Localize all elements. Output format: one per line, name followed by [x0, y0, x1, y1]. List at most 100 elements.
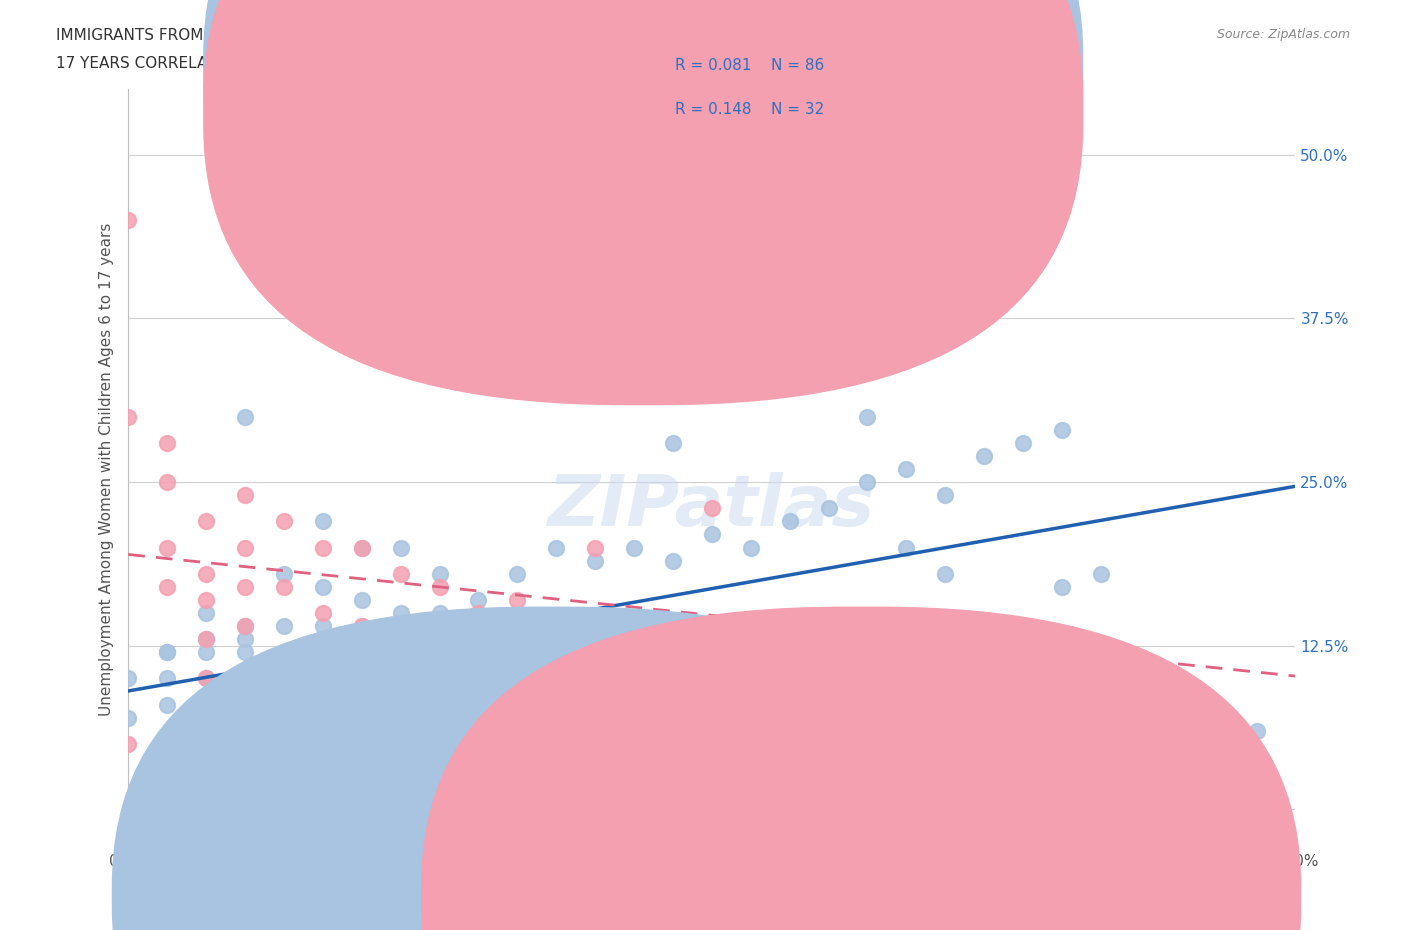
Point	[195, 724, 218, 738]
Point	[312, 698, 335, 712]
Point	[350, 618, 373, 633]
Point	[1012, 435, 1035, 450]
Point	[740, 671, 762, 686]
Point	[896, 540, 918, 555]
Point	[506, 631, 529, 646]
Y-axis label: Unemployment Among Women with Children Ages 6 to 17 years: Unemployment Among Women with Children A…	[100, 222, 114, 716]
Point	[662, 631, 685, 646]
Point	[1246, 724, 1268, 738]
Point	[1206, 737, 1229, 751]
Point	[195, 644, 218, 659]
Point	[429, 566, 451, 581]
Text: ZIPatlas: ZIPatlas	[548, 472, 876, 541]
Point	[273, 644, 295, 659]
Point	[389, 671, 412, 686]
Point	[467, 605, 489, 620]
Point	[117, 737, 139, 751]
Point	[429, 644, 451, 659]
Point	[312, 737, 335, 751]
Point	[934, 487, 956, 502]
Point	[506, 618, 529, 633]
Point	[195, 566, 218, 581]
Point	[312, 605, 335, 620]
Point	[273, 514, 295, 529]
Point	[700, 527, 723, 542]
Point	[233, 776, 256, 790]
Point	[350, 618, 373, 633]
Point	[312, 698, 335, 712]
Point	[117, 711, 139, 725]
Point	[817, 501, 839, 516]
Point	[934, 566, 956, 581]
Point	[662, 435, 685, 450]
Point	[233, 724, 256, 738]
Point	[156, 474, 179, 489]
Point	[156, 698, 179, 712]
Text: Source: ZipAtlas.com: Source: ZipAtlas.com	[1216, 28, 1350, 41]
Point	[506, 566, 529, 581]
Point	[195, 698, 218, 712]
Point	[195, 711, 218, 725]
Point	[467, 644, 489, 659]
Point	[195, 750, 218, 764]
Point	[273, 671, 295, 686]
Point	[117, 671, 139, 686]
Point	[623, 540, 645, 555]
Point	[312, 776, 335, 790]
Point	[195, 671, 218, 686]
Point	[350, 644, 373, 659]
Point	[233, 802, 256, 817]
Point	[233, 487, 256, 502]
Point	[195, 671, 218, 686]
Point	[156, 671, 179, 686]
Point	[233, 671, 256, 686]
Point	[312, 644, 335, 659]
Point	[156, 540, 179, 555]
Point	[856, 474, 879, 489]
Point	[156, 435, 179, 450]
Point	[856, 409, 879, 424]
Point	[429, 737, 451, 751]
Point	[273, 724, 295, 738]
Point	[779, 514, 801, 529]
Point	[233, 618, 256, 633]
Point	[233, 698, 256, 712]
Point	[662, 553, 685, 568]
Point	[117, 213, 139, 228]
Point	[273, 644, 295, 659]
Point	[233, 644, 256, 659]
Point	[467, 592, 489, 607]
Text: IMMIGRANTS FROM GUYANA VS IMMIGRANTS FROM ARGENTINA UNEMPLOYMENT AMONG WOMEN WIT: IMMIGRANTS FROM GUYANA VS IMMIGRANTS FRO…	[56, 28, 1021, 43]
Point	[273, 579, 295, 594]
Point	[195, 514, 218, 529]
Point	[312, 540, 335, 555]
Point	[117, 409, 139, 424]
Point	[273, 750, 295, 764]
Point	[195, 631, 218, 646]
Point	[583, 540, 606, 555]
Point	[195, 592, 218, 607]
Point	[973, 448, 995, 463]
Point	[740, 540, 762, 555]
Point	[1050, 422, 1073, 437]
Point	[350, 592, 373, 607]
Text: R = 0.148    N = 32: R = 0.148 N = 32	[675, 102, 824, 117]
Point	[156, 737, 179, 751]
Point	[583, 553, 606, 568]
Point	[233, 409, 256, 424]
Point	[233, 540, 256, 555]
Point	[389, 566, 412, 581]
Point	[312, 579, 335, 594]
Point	[233, 631, 256, 646]
Point	[389, 644, 412, 659]
Text: 17 YEARS CORRELATION CHART: 17 YEARS CORRELATION CHART	[56, 56, 299, 71]
Point	[389, 605, 412, 620]
Point	[506, 592, 529, 607]
Point	[233, 579, 256, 594]
Point	[233, 750, 256, 764]
Point	[195, 631, 218, 646]
Point	[583, 631, 606, 646]
Point	[273, 618, 295, 633]
Point	[233, 698, 256, 712]
Point	[156, 579, 179, 594]
